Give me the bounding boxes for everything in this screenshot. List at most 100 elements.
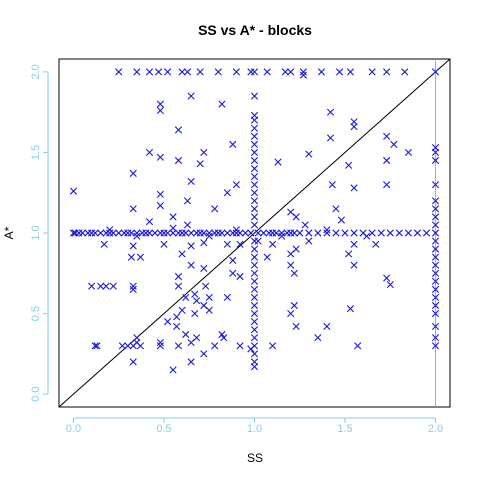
data-point — [250, 213, 259, 221]
data-point — [395, 229, 403, 237]
data-point — [200, 229, 208, 237]
data-point — [183, 68, 192, 76]
data-point — [259, 229, 268, 237]
data-point — [93, 342, 101, 350]
data-point — [236, 272, 244, 281]
data-point — [156, 100, 164, 108]
data-point — [383, 132, 391, 140]
data-point — [174, 126, 183, 134]
data-point — [129, 169, 137, 177]
data-point — [182, 293, 190, 302]
data-point — [350, 184, 358, 192]
data-point — [87, 282, 96, 290]
data-point — [250, 124, 259, 132]
data-point — [84, 229, 92, 237]
data-point — [269, 229, 277, 237]
data-point — [196, 229, 204, 237]
data-point — [174, 156, 183, 165]
x-tick-label: 2.0 — [428, 423, 443, 435]
data-point — [187, 92, 195, 100]
data-point — [332, 229, 340, 237]
data-point — [183, 197, 192, 205]
data-point — [145, 148, 154, 157]
data-point — [156, 202, 164, 210]
data-point — [250, 68, 259, 76]
x-tick-label: 1.5 — [337, 423, 352, 435]
data-point — [174, 272, 183, 281]
data-point — [345, 161, 353, 169]
data-point — [115, 229, 123, 237]
data-point — [250, 148, 259, 157]
data-point — [160, 240, 168, 248]
data-point — [129, 242, 137, 250]
data-point — [164, 318, 172, 326]
data-point — [269, 342, 277, 350]
data-point — [305, 229, 313, 237]
data-point — [383, 181, 391, 189]
x-tick-label: 0.5 — [156, 423, 171, 435]
data-point — [124, 342, 132, 350]
y-tick-label: 1.5 — [30, 145, 42, 160]
data-point — [169, 213, 177, 221]
data-point — [383, 274, 391, 282]
data-point — [247, 345, 255, 353]
data-point — [278, 232, 286, 240]
data-point — [431, 285, 440, 293]
data-point — [287, 309, 295, 318]
data-point — [431, 156, 440, 165]
data-point — [120, 229, 128, 237]
data-point — [205, 293, 213, 302]
data-point — [326, 134, 335, 142]
data-point — [354, 342, 362, 350]
data-point — [317, 68, 326, 76]
data-point — [145, 68, 154, 76]
data-point — [250, 326, 259, 334]
data-point — [368, 68, 376, 76]
data-point — [250, 301, 259, 310]
data-point — [250, 237, 259, 245]
data-point — [200, 148, 208, 157]
data-point — [229, 256, 237, 264]
data-point — [173, 322, 181, 331]
data-point — [301, 221, 309, 229]
data-point — [345, 250, 353, 258]
data-point — [305, 237, 313, 245]
data-point — [154, 68, 163, 76]
data-point — [431, 197, 440, 205]
data-point — [431, 253, 440, 261]
data-point — [265, 229, 273, 237]
data-point — [278, 229, 286, 237]
data-point — [431, 144, 440, 152]
data-point — [160, 229, 168, 237]
data-point — [328, 181, 336, 189]
data-point — [346, 68, 355, 76]
data-point — [350, 229, 358, 237]
data-point — [205, 229, 213, 237]
data-point — [386, 280, 394, 289]
data-point — [431, 293, 440, 302]
data-point — [250, 350, 259, 358]
data-point — [323, 229, 331, 237]
data-point — [174, 342, 183, 350]
data-point — [214, 68, 222, 76]
data-point — [431, 301, 440, 310]
data-point — [250, 277, 259, 285]
data-point — [250, 261, 259, 269]
data-point — [211, 342, 219, 350]
data-point — [133, 229, 141, 237]
chart-title: SS vs A* - blocks — [198, 22, 312, 38]
data-point — [192, 229, 201, 237]
y-tick-label: 2.0 — [30, 64, 42, 79]
y-axis-label: A* — [2, 226, 16, 239]
data-point — [383, 156, 391, 165]
data-point — [156, 338, 164, 347]
data-point — [187, 242, 195, 250]
data-point — [431, 229, 440, 237]
data-point — [236, 342, 244, 350]
data-point — [218, 229, 226, 237]
data-point — [247, 229, 255, 237]
data-point — [431, 334, 440, 342]
data-point — [191, 290, 199, 298]
data-point — [287, 261, 295, 269]
